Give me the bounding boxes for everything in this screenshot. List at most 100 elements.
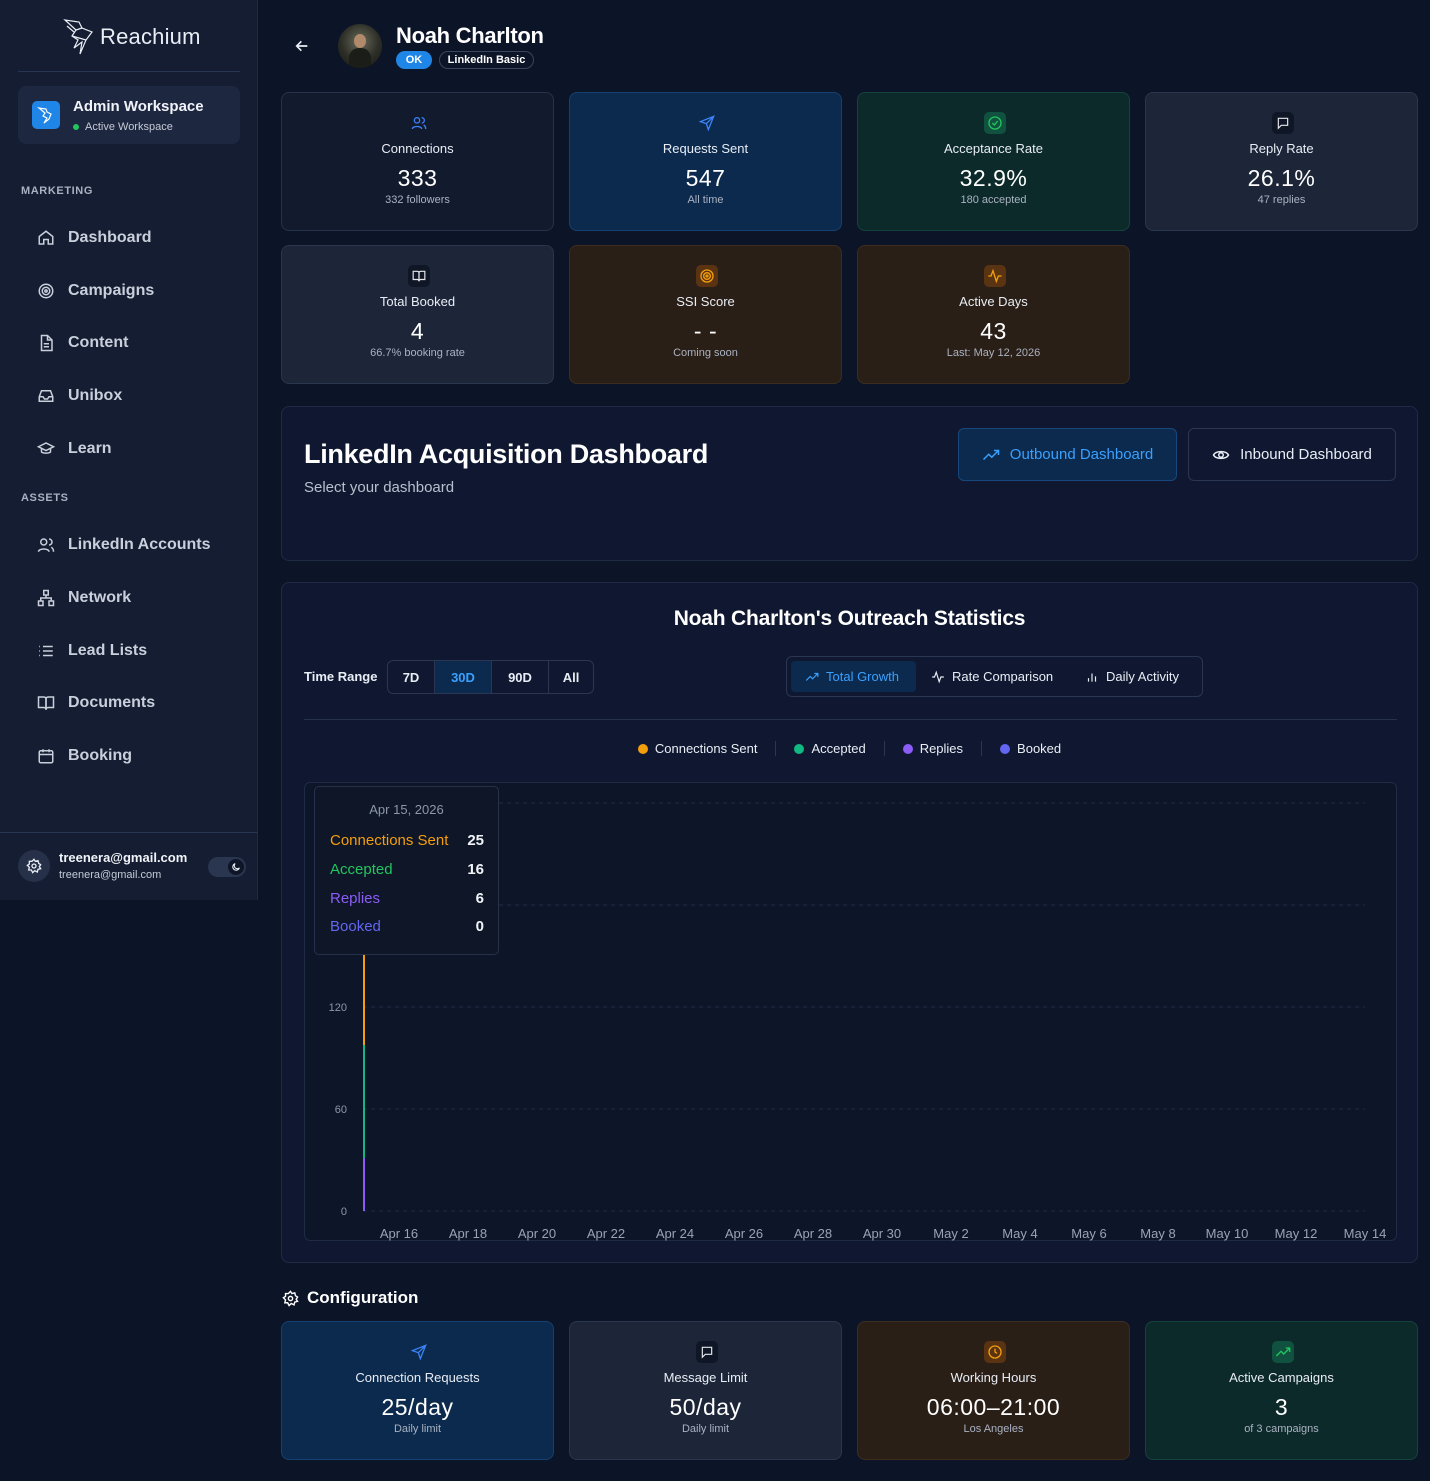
network-icon [37,589,55,607]
view-rate-comparison-button[interactable]: Rate Comparison [931,661,1061,692]
legend-item[interactable]: Connections Sent [620,741,776,756]
inbound-label: Inbound Dashboard [1240,446,1372,463]
view-total-growth-button[interactable]: Total Growth [791,661,916,692]
send-icon [408,1341,430,1363]
x-tick-label: May 12 [1275,1226,1318,1241]
legend-label: Replies [919,741,964,756]
stat-value: 333 [397,165,438,191]
trending-up-icon [1272,1341,1294,1363]
config-value: 25/day [381,1394,454,1420]
sidebar-item-campaigns[interactable]: Campaigns [37,279,154,303]
sidebar-item-content[interactable]: Content [37,331,128,355]
x-tick-label: Apr 22 [587,1226,625,1241]
trending-up-icon [805,670,819,684]
range-7d-button[interactable]: 7D [388,661,435,693]
status-dot [73,124,79,130]
config-value: 50/day [669,1394,742,1420]
stat-value: 547 [685,165,726,191]
range-30d-button[interactable]: 30D [435,661,492,693]
config-card-connection-requests: Connection Requests 25/day Daily limit [281,1321,554,1460]
sidebar-item-unibox[interactable]: Unibox [37,384,122,408]
stat-card-ssi-score: SSI Score - - Coming soon [569,245,842,384]
x-tick-label: May 8 [1140,1226,1175,1241]
clock-icon [984,1341,1006,1363]
legend-item[interactable]: Accepted [775,741,883,756]
view-daily-activity-button[interactable]: Daily Activity [1085,661,1195,692]
back-button[interactable] [294,38,310,54]
chart-view-selector: Total Growth Rate Comparison Daily Activ… [786,656,1203,697]
page-title: LinkedIn Acquisition Dashboard [304,439,709,469]
graduation-cap-icon [37,440,55,458]
divider [0,832,258,833]
time-range-selector: 7D 30D 90D All [387,660,594,694]
workspace-title: Admin Workspace [73,98,204,115]
stat-card-active-days: Active Days 43 Last: May 12, 2026 [857,245,1130,384]
stat-card-reply-rate: Reply Rate 26.1% 47 replies [1145,92,1418,231]
moon-icon [228,859,244,875]
settings-button[interactable] [18,850,50,882]
activity-icon [931,670,945,684]
view-label: Rate Comparison [952,669,1054,684]
dashboard-selector: LinkedIn Acquisition Dashboard Select yo… [281,406,1418,561]
stat-card-connections: Connections 333 332 followers [281,92,554,231]
sidebar-item-label: Booking [68,747,132,764]
workspace-status-text: Active Workspace [85,121,173,133]
sidebar-item-booking[interactable]: Booking [37,744,132,768]
config-sub: Los Angeles [963,1423,1024,1435]
sidebar-item-learn[interactable]: Learn [37,437,112,461]
theme-toggle[interactable] [208,857,246,877]
sidebar-item-documents[interactable]: Documents [37,691,155,715]
section-title: Noah Charlton's Outreach Statistics [673,607,1026,630]
stat-card-requests-sent: Requests Sent 547 All time [569,92,842,231]
plan-badge: LinkedIn Basic [439,51,534,69]
config-value: 3 [1274,1394,1289,1420]
sidebar-item-linkedin-accounts[interactable]: LinkedIn Accounts [37,533,211,557]
stat-value: - - [693,318,718,344]
trending-up-icon [982,446,1000,464]
config-card-working-hours: Working Hours 06:00–21:00 Los Angeles [857,1321,1130,1460]
legend-item[interactable]: Booked [981,741,1079,756]
stat-sub: Coming soon [673,347,738,359]
book-icon [37,694,55,712]
stat-label: Active Days [959,294,1028,309]
app-logo[interactable]: Reachium [62,18,201,56]
sidebar-item-network[interactable]: Network [37,586,131,610]
sidebar-item-lead-lists[interactable]: Lead Lists [37,639,147,663]
config-sub: of 3 campaigns [1244,1423,1319,1435]
config-card-active-campaigns: Active Campaigns 3 of 3 campaigns [1145,1321,1418,1460]
y-tick-label: 0 [341,1206,347,1218]
config-label: Active Campaigns [1229,1370,1334,1385]
send-icon [696,112,718,134]
legend-swatch [637,743,648,754]
workspace-switcher[interactable]: Admin Workspace Active Workspace [18,86,240,144]
divider [304,719,1397,720]
range-90d-button[interactable]: 90D [492,661,549,693]
legend-swatch [794,743,805,754]
config-sub: Daily limit [393,1423,442,1435]
stat-sub: 180 accepted [960,194,1027,206]
tooltip-row: Booked 0 [330,918,484,935]
config-value: 06:00–21:00 [926,1394,1061,1420]
tooltip-label: Connections Sent [330,832,449,849]
y-tick-label: 120 [329,1002,347,1014]
legend-item[interactable]: Replies [883,741,981,756]
chart-legend: Connections Sent Accepted Replies Booked [282,741,1417,756]
inbox-icon [37,387,55,405]
sidebar-item-label: Learn [68,440,112,457]
stat-label: Reply Rate [1249,141,1314,156]
stat-sub: 332 followers [385,194,450,206]
outbound-dashboard-button[interactable]: Outbound Dashboard [958,428,1177,481]
arrow-left-icon [294,38,310,54]
inbound-dashboard-button[interactable]: Inbound Dashboard [1188,428,1396,481]
section-label-marketing: MARKETING [21,185,94,197]
stat-value: 43 [980,318,1007,344]
sidebar-item-dashboard[interactable]: Dashboard [37,226,152,250]
range-all-button[interactable]: All [562,669,580,685]
legend-label: Connections Sent [654,741,758,756]
stat-label: SSI Score [676,294,735,309]
chart-tooltip: Apr 15, 2026 Connections Sent 25 Accepte… [314,786,499,955]
bird-logo-icon [62,18,94,56]
tooltip-row: Accepted 16 [330,861,484,878]
tooltip-date: Apr 15, 2026 [369,802,444,817]
